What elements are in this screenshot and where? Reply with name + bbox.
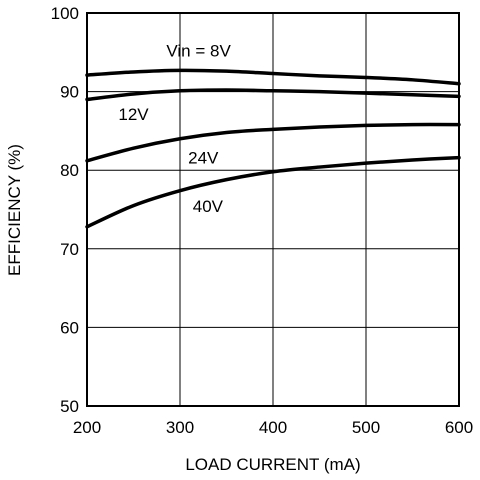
y-tick-label: 80 (60, 161, 79, 180)
x-tick-label: 400 (259, 418, 287, 437)
y-tick-label: 70 (60, 240, 79, 259)
series-line (85, 88, 461, 102)
series-label: 12V (118, 105, 149, 124)
x-tick-label: 500 (352, 418, 380, 437)
series-lines (85, 68, 461, 229)
x-tick-label: 300 (166, 418, 194, 437)
x-tick-label: 200 (73, 418, 101, 437)
series-line (85, 122, 461, 163)
plot-frame (86, 12, 460, 407)
y-axis-title: EFFICIENCY (%) (5, 144, 24, 276)
y-tick-label: 50 (60, 397, 79, 416)
y-tick-label: 100 (51, 4, 79, 23)
y-tick-label: 90 (60, 83, 79, 102)
series-label: 40V (193, 197, 224, 216)
series-labels: Vin = 8V 12V 24V 40V (118, 42, 231, 216)
y-tick-labels: 50 60 70 80 90 100 (51, 4, 79, 416)
x-axis-title: LOAD CURRENT (mA) (185, 455, 360, 474)
series-line (85, 155, 461, 229)
series-label: Vin = 8V (166, 42, 231, 61)
series-line (85, 68, 461, 86)
series-label: 24V (188, 149, 219, 168)
x-tick-labels: 200 300 400 500 600 (73, 418, 473, 437)
x-tick-label: 600 (445, 418, 473, 437)
y-tick-label: 60 (60, 318, 79, 337)
